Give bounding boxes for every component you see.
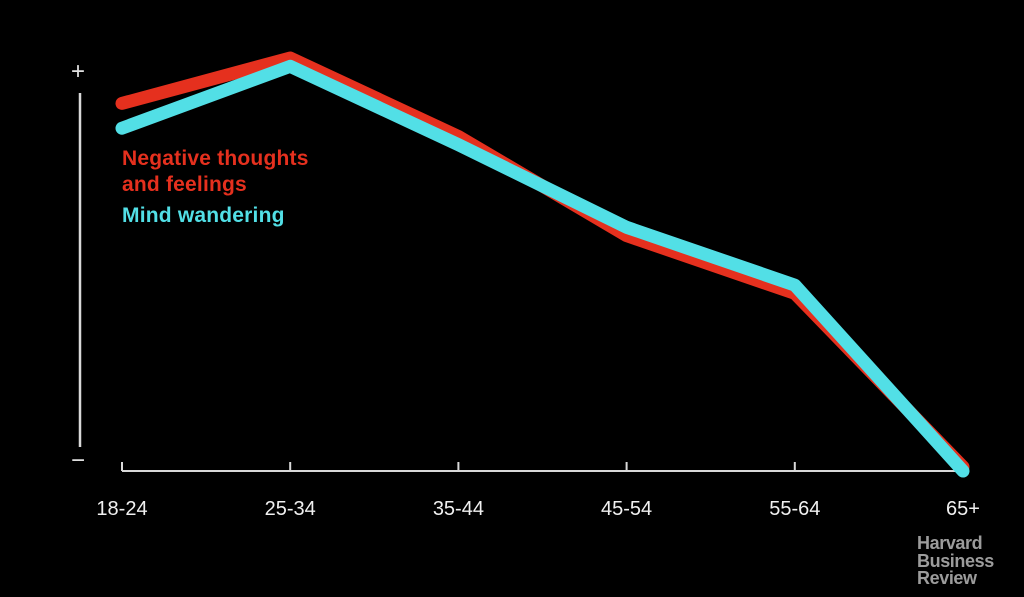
- legend-mind-wandering-label: Mind wandering: [122, 204, 285, 227]
- x-tick-label-25-34: 25-34: [264, 498, 316, 520]
- y-axis-plus-label: +: [70, 58, 86, 85]
- x-axis-line: [121, 462, 963, 472]
- x-tick-label-55-64: 55-64: [769, 498, 821, 520]
- x-tick-label-45-54: 45-54: [601, 498, 653, 520]
- legend-negative-thoughts-label: Negative thoughts and feelings: [122, 147, 309, 196]
- hbr-logo: Harvard Business Review: [917, 533, 994, 588]
- x-tick-label-18-24: 18-24: [96, 498, 148, 520]
- x-tick-label-65+: 65+: [946, 498, 980, 520]
- legend: Negative thoughts and feelings Mind wand…: [122, 146, 352, 229]
- hbr-logo-line-business: Business: [917, 550, 994, 571]
- hbr-logo-line-harvard: Harvard: [917, 533, 983, 553]
- y-axis-minus-label: −: [70, 447, 86, 474]
- x-tick-label-35-44: 35-44: [432, 498, 484, 520]
- hbr-logo-line-review: Review: [917, 568, 977, 588]
- series-line-1: [115, 59, 970, 478]
- series-line-0: [115, 51, 970, 474]
